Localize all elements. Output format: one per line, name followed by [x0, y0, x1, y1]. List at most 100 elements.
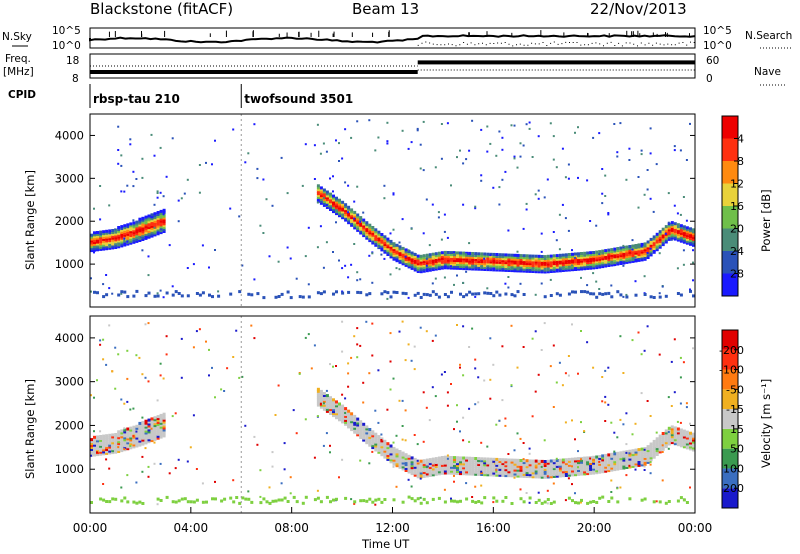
near-range-cell [543, 500, 547, 504]
sparse-cell [162, 296, 165, 299]
range-cell [507, 468, 511, 472]
sparse-cell [259, 224, 262, 227]
sparse-cell [341, 393, 344, 396]
range-cell [534, 270, 538, 274]
range-cell [546, 461, 550, 465]
range-cell [135, 428, 139, 432]
sparse-cell [332, 190, 334, 193]
range-cell [422, 469, 426, 472]
range-cell [401, 465, 405, 469]
range-cell [111, 437, 115, 441]
range-cell [646, 457, 650, 460]
range-cell [507, 462, 511, 466]
range-cell [117, 239, 121, 243]
range-cell [571, 457, 574, 461]
range-cell [459, 259, 462, 263]
range-cell [564, 464, 568, 468]
range-cell [341, 216, 345, 220]
range-cell [96, 435, 99, 439]
nsky-strip-frame [89, 27, 696, 49]
sparse-cell [679, 376, 682, 379]
sparse-cell [655, 500, 658, 503]
near-range-cell [120, 290, 124, 294]
range-cell [583, 458, 587, 462]
sparse-cell [689, 122, 691, 125]
nave-bottom-tick: 0 [706, 73, 713, 85]
range-cell [368, 439, 372, 443]
range-cell [156, 224, 160, 228]
range-cell [374, 446, 378, 450]
range-cell [667, 440, 671, 444]
range-cell [689, 445, 692, 449]
near-range-cell [201, 500, 205, 504]
range-cell [332, 204, 335, 208]
range-cell [586, 261, 590, 265]
sparse-cell [673, 145, 676, 148]
sparse-cell [525, 492, 528, 494]
sparse-cell [147, 465, 150, 468]
near-range-cell [247, 292, 251, 296]
range-cell [592, 262, 596, 266]
range-cell [459, 472, 462, 476]
sparse-cell [356, 271, 359, 274]
range-cell [507, 263, 511, 267]
range-cell [670, 223, 674, 227]
range-cell [685, 239, 689, 243]
sparse-cell [344, 264, 347, 267]
sparse-cell [443, 371, 446, 373]
sparse-cell [117, 149, 120, 151]
range-cell [90, 442, 93, 446]
range-cell [664, 236, 668, 240]
sparse-cell [540, 282, 543, 285]
range-cell [658, 237, 662, 241]
range-cell [404, 252, 408, 256]
range-cell [595, 266, 599, 270]
near-range-cell [120, 499, 124, 503]
sparse-cell [595, 280, 598, 283]
range-cell [123, 228, 127, 231]
range-cell [525, 258, 529, 262]
range-cell [622, 460, 626, 464]
near-range-cell [583, 290, 587, 294]
range-cell [564, 264, 568, 268]
sparse-cell [126, 349, 129, 352]
sparse-cell [165, 353, 168, 356]
sparse-cell [244, 424, 247, 427]
range-cell [456, 460, 459, 464]
range-cell [679, 438, 683, 442]
sparse-cell [661, 451, 664, 453]
sparse-cell [129, 138, 132, 141]
range-cell [477, 267, 481, 271]
range-cell [504, 268, 508, 272]
range-cell [552, 467, 556, 471]
range-cell [117, 229, 121, 233]
range-cell [102, 230, 106, 234]
sparse-cell [162, 195, 165, 198]
range-cell [465, 456, 469, 460]
range-cell [96, 242, 99, 246]
range-cell [480, 467, 484, 471]
range-cell [162, 216, 166, 220]
range-cell [404, 260, 408, 263]
range-cell [522, 461, 526, 465]
colorbar-label-6: 4 [737, 133, 744, 146]
sparse-cell [386, 297, 389, 300]
range-cell [652, 245, 656, 248]
sparse-cell [350, 498, 353, 501]
range-cell [147, 229, 151, 233]
range-cell [377, 439, 381, 442]
range-cell [604, 258, 608, 262]
near-range-cell [262, 497, 266, 501]
range-cell [344, 214, 348, 218]
range-cell [350, 412, 354, 416]
range-cell [631, 463, 635, 466]
range-cell [543, 260, 547, 264]
range-cell [459, 263, 462, 267]
range-cell [462, 470, 466, 474]
sparse-cell [132, 435, 135, 437]
range-cell [504, 464, 508, 468]
near-range-cell [607, 291, 611, 295]
range-cell [622, 253, 626, 257]
range-cell [377, 444, 381, 448]
range-cell [105, 442, 109, 446]
